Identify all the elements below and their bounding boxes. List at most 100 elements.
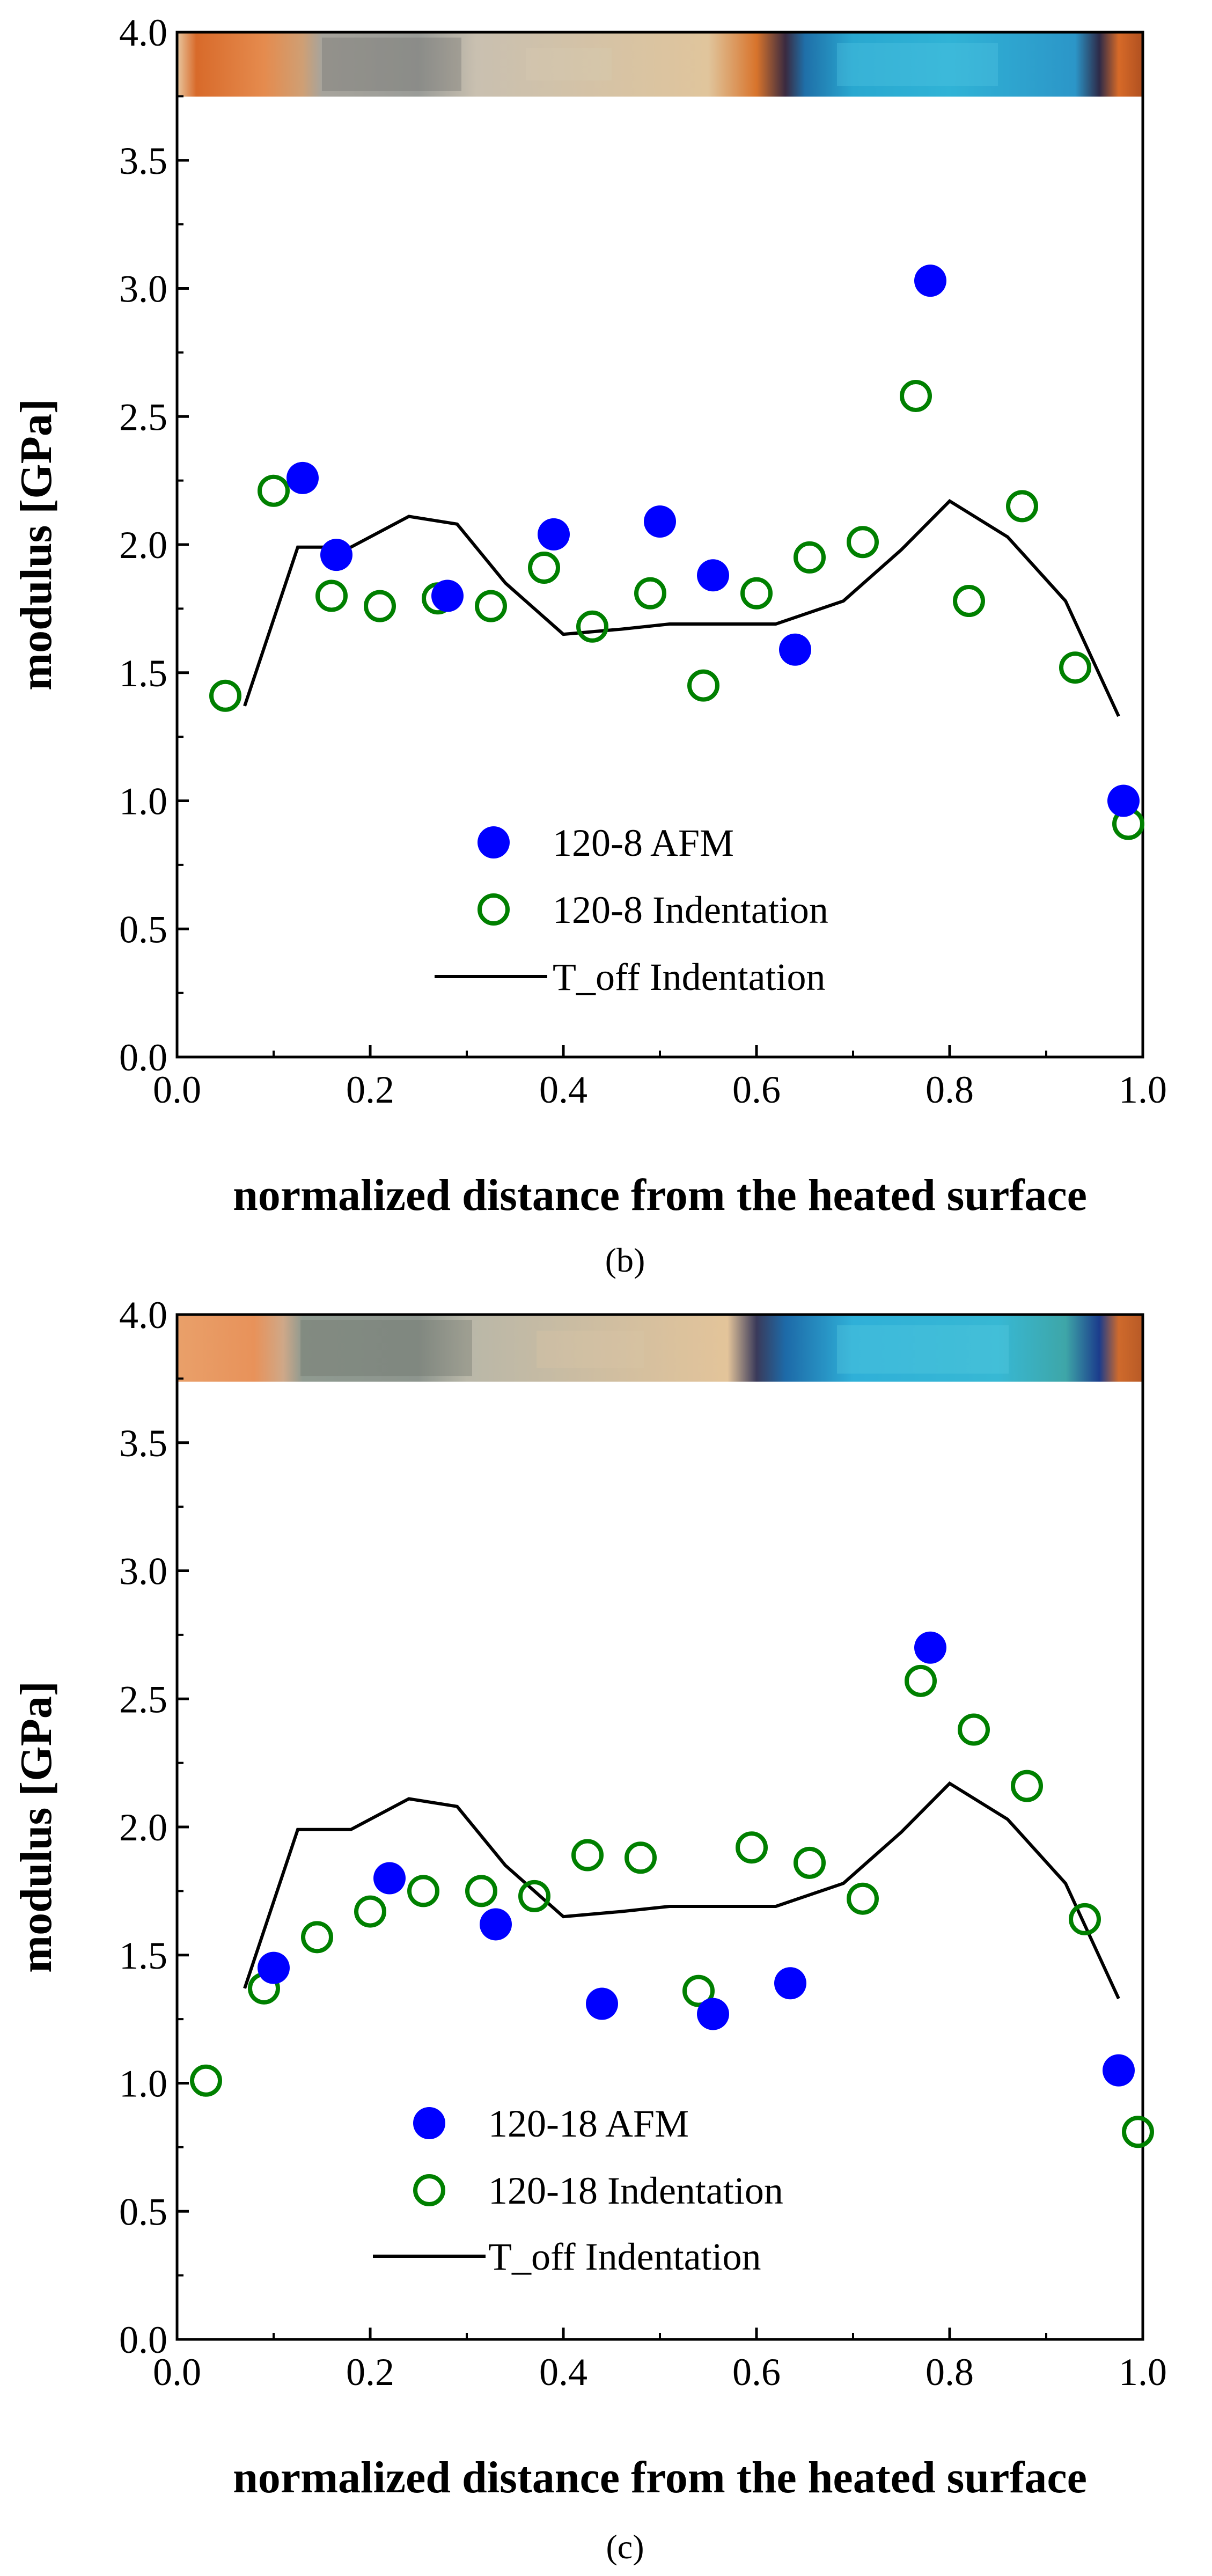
legend-c: 120-18 AFM 120-18 Indentation T_off Inde… <box>373 2102 783 2278</box>
afm-point <box>914 265 946 297</box>
y-tick-label: 0.5 <box>119 908 167 951</box>
y-tick-label: 1.5 <box>119 1934 167 1977</box>
afm-point <box>779 633 811 666</box>
y-tick-label: 2.5 <box>119 395 167 438</box>
legend-label-indentation-b: 120-8 Indentation <box>553 889 828 931</box>
indentation-point <box>625 1841 657 1874</box>
indentation-point <box>687 669 719 702</box>
y-tick-label: 2.0 <box>119 524 167 567</box>
y-tick-label: 0.0 <box>119 2318 167 2361</box>
x-tick-label: 0.6 <box>732 2351 781 2394</box>
marks-c <box>190 1631 1154 2148</box>
afm-point <box>320 539 352 571</box>
indentation-point <box>736 1831 768 1864</box>
x-tick-label: 1.0 <box>1119 1068 1167 1111</box>
legend-label-toff-b: T_off Indentation <box>553 956 826 999</box>
afm-point <box>258 1951 290 1984</box>
x-axis-label-c: normalized distance from the heated surf… <box>233 2453 1087 2502</box>
x-tick-label: 0.4 <box>539 2351 587 2394</box>
indentation-point <box>465 1875 497 1907</box>
indentation-point <box>190 2064 222 2097</box>
afm-point <box>373 1862 406 1895</box>
panel-c: 0.0 0.5 1.0 1.5 2.0 2.5 3.0 3.5 4.0 0.0 0.2 0.4 0.6 0… <box>11 1294 1167 2566</box>
indentation-point <box>576 610 608 643</box>
afm-point <box>774 1967 806 2000</box>
y-tick-label: 1.0 <box>119 2063 167 2105</box>
indentation-point <box>634 577 666 610</box>
y-tick-label: 2.0 <box>119 1806 167 1849</box>
x-tick-label: 0.2 <box>346 1068 394 1111</box>
legend-marker-afm-c <box>413 2107 445 2139</box>
afm-point <box>480 1908 512 1941</box>
x-tick-label: 0.6 <box>732 1068 781 1111</box>
x-axis-label-b: normalized distance from the heated surf… <box>233 1170 1087 1220</box>
y-tick-label: 0.5 <box>119 2190 167 2233</box>
axes-b: 0.0 0.5 1.0 1.5 2.0 2.5 3.0 3.5 4.0 0.0 0.2 0.4 0.6 0… <box>119 11 1167 1111</box>
indentation-point <box>518 1880 550 1912</box>
x-tick-label: 0.0 <box>153 1068 201 1111</box>
afm-point <box>697 559 729 592</box>
afm-point <box>1103 2054 1135 2087</box>
indentation-point <box>847 1882 879 1915</box>
y-tick-label: 3.0 <box>119 1550 167 1593</box>
legend-b: 120-8 AFM 120-8 Indentation T_off Indent… <box>435 821 828 999</box>
panel-b: 0.0 0.5 1.0 1.5 2.0 2.5 3.0 3.5 4.0 0.0 0.2 0.4 0.6 0… <box>11 11 1167 1279</box>
indentation-point <box>740 577 773 610</box>
indentation-point <box>528 551 560 584</box>
indentation-point <box>1006 490 1038 523</box>
y-tick-label: 3.0 <box>119 268 167 311</box>
y-axis-label-c: modulus [GPa] <box>11 1681 61 1973</box>
x-tick-label: 0.4 <box>539 1068 587 1111</box>
legend-label-toff-c: T_off Indentation <box>488 2235 761 2278</box>
indentation-point <box>364 590 396 622</box>
indentation-point <box>1011 1770 1043 1802</box>
y-tick-label: 1.5 <box>119 652 167 695</box>
indentation-point <box>794 1846 826 1879</box>
afm-point <box>914 1631 946 1664</box>
afm-point <box>1107 784 1140 817</box>
indentation-point <box>953 585 985 618</box>
legend-label-afm-b: 120-8 AFM <box>553 821 734 864</box>
y-tick-label: 3.5 <box>119 1422 167 1465</box>
x-tick-label: 0.0 <box>153 2351 201 2394</box>
afm-point <box>586 1987 618 2020</box>
strip-texture-c <box>300 1320 1009 1376</box>
legend-label-indentation-c: 120-18 Indentation <box>488 2169 783 2212</box>
series-line-t-off <box>243 499 1120 717</box>
afm-point <box>644 505 676 538</box>
y-tick-label: 1.0 <box>119 780 167 823</box>
indentation-point <box>1069 1903 1101 1935</box>
panel-caption-b: (b) <box>605 1241 645 1279</box>
indentation-point <box>682 1975 715 2007</box>
afm-point <box>431 579 464 612</box>
strip-texture-b <box>322 38 998 91</box>
indentation-point <box>1059 651 1091 684</box>
indentation-point <box>258 474 290 507</box>
indentation-point <box>475 590 507 622</box>
color-strip-b <box>177 32 1143 97</box>
afm-point <box>538 518 570 551</box>
indentation-point <box>315 579 348 612</box>
x-tick-label: 1.0 <box>1119 2351 1167 2394</box>
afm-point <box>697 1998 729 2030</box>
series-line-t-off <box>243 1781 1120 2000</box>
y-axis-label-b: modulus [GPa] <box>11 399 61 691</box>
indentation-point <box>354 1895 386 1928</box>
legend-marker-indentation-b <box>478 893 510 926</box>
indentation-point <box>301 1921 333 1954</box>
x-tick-label: 0.8 <box>925 2351 974 2394</box>
y-tick-label: 4.0 <box>119 1294 167 1337</box>
indentation-point <box>571 1839 604 1872</box>
legend-label-afm-c: 120-18 AFM <box>488 2102 689 2145</box>
indentation-point <box>905 1664 937 1697</box>
indentation-point <box>209 679 241 712</box>
panel-caption-c: (c) <box>606 2528 644 2566</box>
indentation-point <box>847 526 879 559</box>
marks-b <box>209 265 1144 840</box>
y-tick-label: 2.5 <box>119 1678 167 1721</box>
legend-marker-afm-b <box>478 826 510 858</box>
indentation-point <box>407 1875 439 1907</box>
color-strip-c <box>177 1315 1143 1382</box>
y-tick-label: 4.0 <box>119 11 167 54</box>
